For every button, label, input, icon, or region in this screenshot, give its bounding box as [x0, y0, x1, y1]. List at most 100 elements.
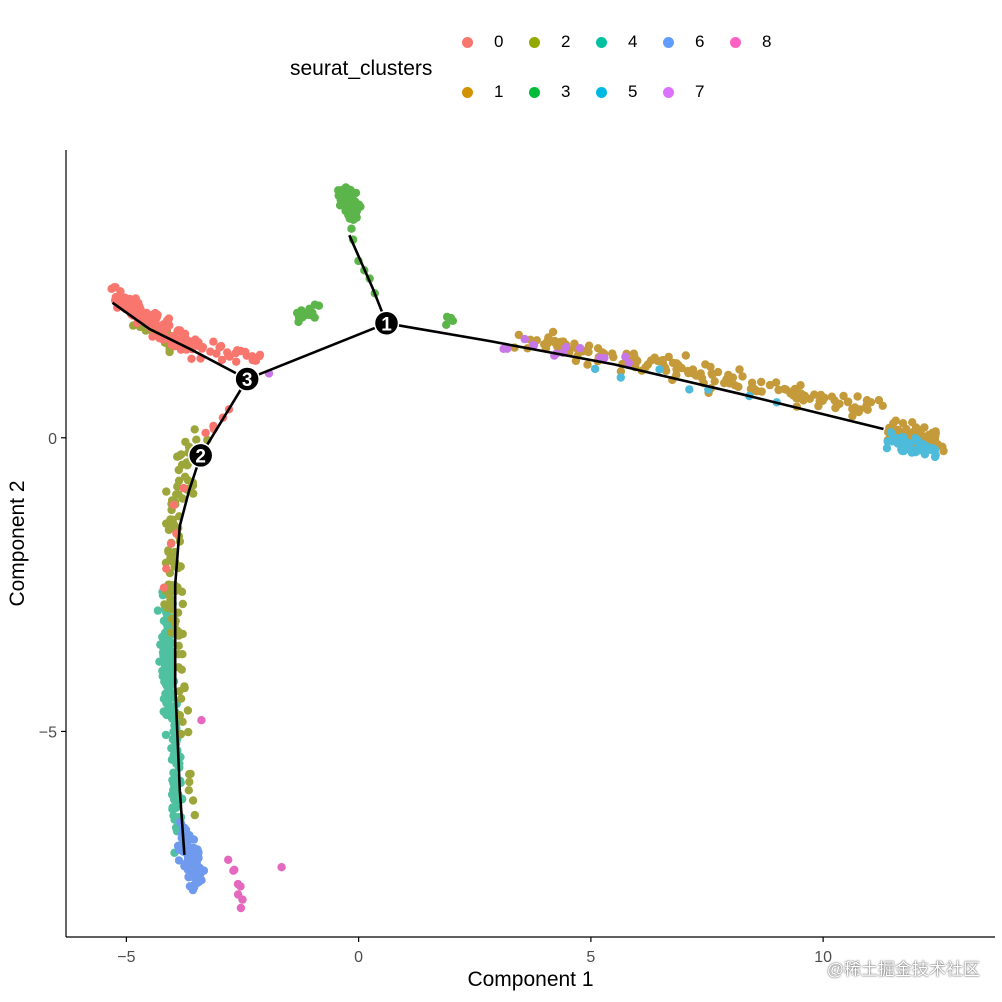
cluster-4-point: [161, 730, 171, 740]
cluster-2-point: [190, 425, 199, 434]
cluster-0-point: [225, 352, 234, 361]
cluster-0-point: [201, 428, 210, 438]
cluster-4-point: [158, 632, 167, 642]
cluster-5-point: [685, 385, 694, 394]
cluster-0-point: [151, 308, 160, 318]
legend-label: 8: [762, 32, 772, 51]
cluster-3-point: [343, 193, 352, 202]
cluster-1-point: [664, 352, 673, 362]
cluster-1-point: [584, 341, 594, 350]
cluster-4-point: [170, 795, 179, 804]
legend-swatch: [596, 86, 607, 98]
cluster-1-point: [720, 378, 729, 388]
cluster-0-point: [255, 350, 265, 360]
cluster-1-point: [786, 389, 795, 398]
cluster-2-point: [174, 641, 183, 650]
cluster-1-point: [693, 370, 702, 380]
cluster-4-point: [163, 660, 172, 669]
cluster-1-point: [514, 330, 523, 340]
cluster-1-point: [878, 401, 887, 410]
cluster-6-point: [184, 850, 194, 859]
cluster-2-point: [166, 598, 175, 607]
cluster-3-point: [308, 308, 317, 318]
cluster-2-point: [182, 458, 191, 467]
y-tick-label: −5: [39, 724, 57, 741]
cluster-8-point: [238, 895, 247, 904]
cluster-1-point: [853, 392, 862, 401]
cluster-8-point: [197, 716, 206, 725]
legend-item-5: 5: [596, 80, 637, 104]
cluster-1-point: [839, 391, 848, 401]
cluster-7-point: [561, 343, 571, 352]
cluster-8-point: [277, 863, 286, 872]
branch-point-marker: [187, 442, 214, 469]
cluster-2-point: [178, 599, 187, 609]
branch-point-label: 1: [381, 314, 392, 335]
cluster-1-point: [915, 425, 925, 435]
cluster-2-point: [173, 482, 182, 491]
cluster-2-point: [177, 587, 187, 596]
cluster-0-point: [187, 354, 196, 363]
cluster-2-point: [184, 727, 193, 737]
cluster-2-point: [183, 476, 193, 485]
cluster-6-point: [174, 842, 183, 851]
cluster-1-point: [593, 344, 603, 353]
y-tick-label: 0: [48, 431, 57, 448]
cluster-2-point: [190, 810, 199, 820]
cluster-5-point: [928, 444, 937, 453]
cluster-6-point: [189, 835, 199, 844]
cluster-4-point: [165, 686, 175, 695]
legend-swatch: [596, 36, 607, 48]
cluster-5-point: [655, 365, 664, 374]
cluster-1-point: [710, 377, 719, 386]
cluster-0-point: [216, 341, 226, 351]
cluster-1-point: [728, 373, 738, 382]
cluster-3-point: [310, 300, 320, 309]
cluster-3-point: [442, 320, 451, 329]
branch-point-1: 1: [373, 310, 400, 337]
cluster-0-point: [179, 483, 188, 493]
cluster-1-point: [735, 365, 744, 374]
trajectory-branch-core: [173, 322, 387, 855]
legend-item-1: 1: [462, 80, 503, 104]
cluster-6-point: [188, 885, 198, 895]
cluster-2-point: [174, 490, 183, 499]
cluster-2-point: [186, 769, 195, 779]
cluster-1-point: [931, 427, 940, 436]
legend-item-0: 0: [462, 30, 503, 54]
trajectory-branch-1: [386, 322, 884, 431]
cluster-5-point: [930, 452, 940, 462]
cluster-1-point: [835, 399, 844, 408]
scatter-points: [107, 183, 948, 913]
cluster-4-point: [164, 707, 173, 716]
cluster-1-point: [844, 397, 853, 406]
legend-label: 3: [561, 82, 571, 101]
watermark: @稀土掘金技术社区: [826, 960, 980, 979]
branch-points: 1 2 3: [187, 310, 400, 469]
cluster-8-point: [224, 855, 233, 864]
legend-label: 7: [695, 82, 705, 101]
cluster-1-point: [929, 433, 938, 443]
cluster-1-point: [616, 367, 626, 376]
cluster-0-point: [217, 355, 227, 365]
cluster-8-point: [236, 882, 245, 891]
cluster-7-point: [520, 334, 529, 344]
trajectory-branch-0: [111, 301, 248, 381]
cluster-2-point: [178, 650, 187, 659]
cluster-1-point: [688, 365, 698, 374]
cluster-6-point: [185, 858, 194, 867]
legend-swatch: [462, 86, 473, 98]
legend-label: 5: [628, 82, 638, 101]
cluster-0-point: [241, 347, 250, 357]
cluster-4-point: [169, 768, 178, 777]
cluster-0-point: [159, 583, 169, 592]
cluster-5-point: [911, 448, 920, 457]
x-tick-label: 0: [354, 949, 363, 966]
branch-point-label: 2: [195, 446, 206, 467]
cluster-1-point: [650, 353, 659, 362]
cluster-3-point: [349, 215, 358, 224]
cluster-1-point: [863, 405, 872, 414]
cluster-4-point: [172, 803, 181, 812]
cluster-5-point: [899, 446, 908, 456]
legend-swatch: [462, 36, 473, 48]
